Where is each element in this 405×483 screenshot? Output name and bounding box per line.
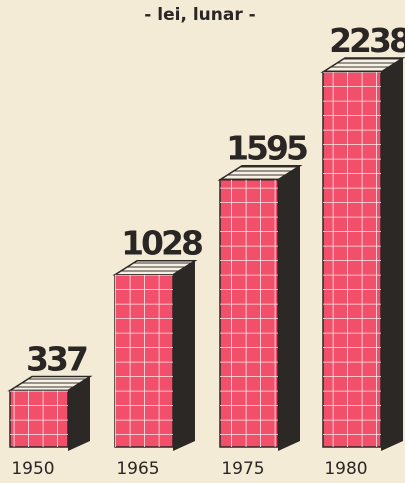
value-label: 1595 [226,129,307,168]
x-tick-label: 1980 [324,459,367,479]
bar-side [381,58,403,451]
value-label: 2238 [329,21,405,60]
bar-side [173,260,195,451]
value-label: 337 [26,340,87,379]
x-tick-label: 1950 [11,459,54,479]
bar-grid [323,72,381,447]
chart-title: - lei, lunar - [144,5,255,25]
bar-grid [220,179,278,448]
bar-grid [115,274,173,447]
bar-grid [10,390,68,447]
x-tick-label: 1975 [221,459,264,479]
bar-side [278,165,300,452]
value-label: 1028 [121,224,202,263]
x-tick-label: 1965 [116,459,159,479]
bar-side [68,376,90,451]
